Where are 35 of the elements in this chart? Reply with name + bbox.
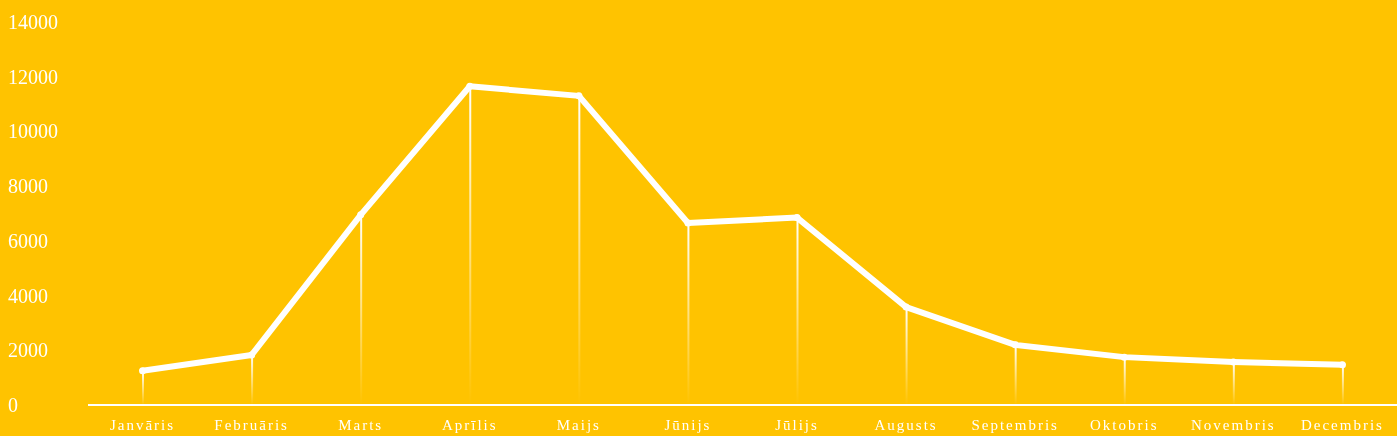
point <box>902 303 910 311</box>
y-tick-label: 6000 <box>8 229 48 252</box>
point <box>139 367 147 375</box>
y-tick-label: 0 <box>8 394 18 416</box>
x-tick-label: Maijs <box>556 417 601 433</box>
point <box>1229 358 1237 366</box>
x-tick-label: Augusts <box>874 417 938 433</box>
y-tick-label: 12000 <box>8 65 58 88</box>
y-tick-label: 4000 <box>8 284 48 307</box>
x-tick-label: Novembris <box>1191 417 1276 433</box>
x-tick-label: Februāris <box>214 417 289 433</box>
x-tick-label: Jūnijs <box>664 417 712 433</box>
point <box>1011 341 1019 349</box>
point <box>248 351 256 359</box>
x-tick-label: Janvāris <box>109 417 176 433</box>
y-tick-label: 10000 <box>8 120 58 143</box>
bar <box>905 307 908 405</box>
x-tick-label: Decembris <box>1300 417 1384 433</box>
y-tick-label: 14000 <box>8 11 58 33</box>
x-tick-label: Marts <box>338 417 384 433</box>
bar <box>1232 362 1235 405</box>
x-tick-label: Aprīlis <box>441 417 498 433</box>
point <box>793 214 801 222</box>
point <box>1120 353 1128 361</box>
point <box>684 219 692 227</box>
x-tick-label: Septembris <box>971 417 1059 433</box>
x-tick-label: Oktobris <box>1090 417 1159 433</box>
y-tick-label: 2000 <box>8 339 48 362</box>
point <box>357 211 365 219</box>
point <box>1338 361 1346 369</box>
point <box>575 92 583 100</box>
point <box>466 82 474 90</box>
x-tick-label: Jūlijs <box>775 417 819 433</box>
y-tick-label: 8000 <box>8 175 48 198</box>
bar <box>1123 357 1126 405</box>
